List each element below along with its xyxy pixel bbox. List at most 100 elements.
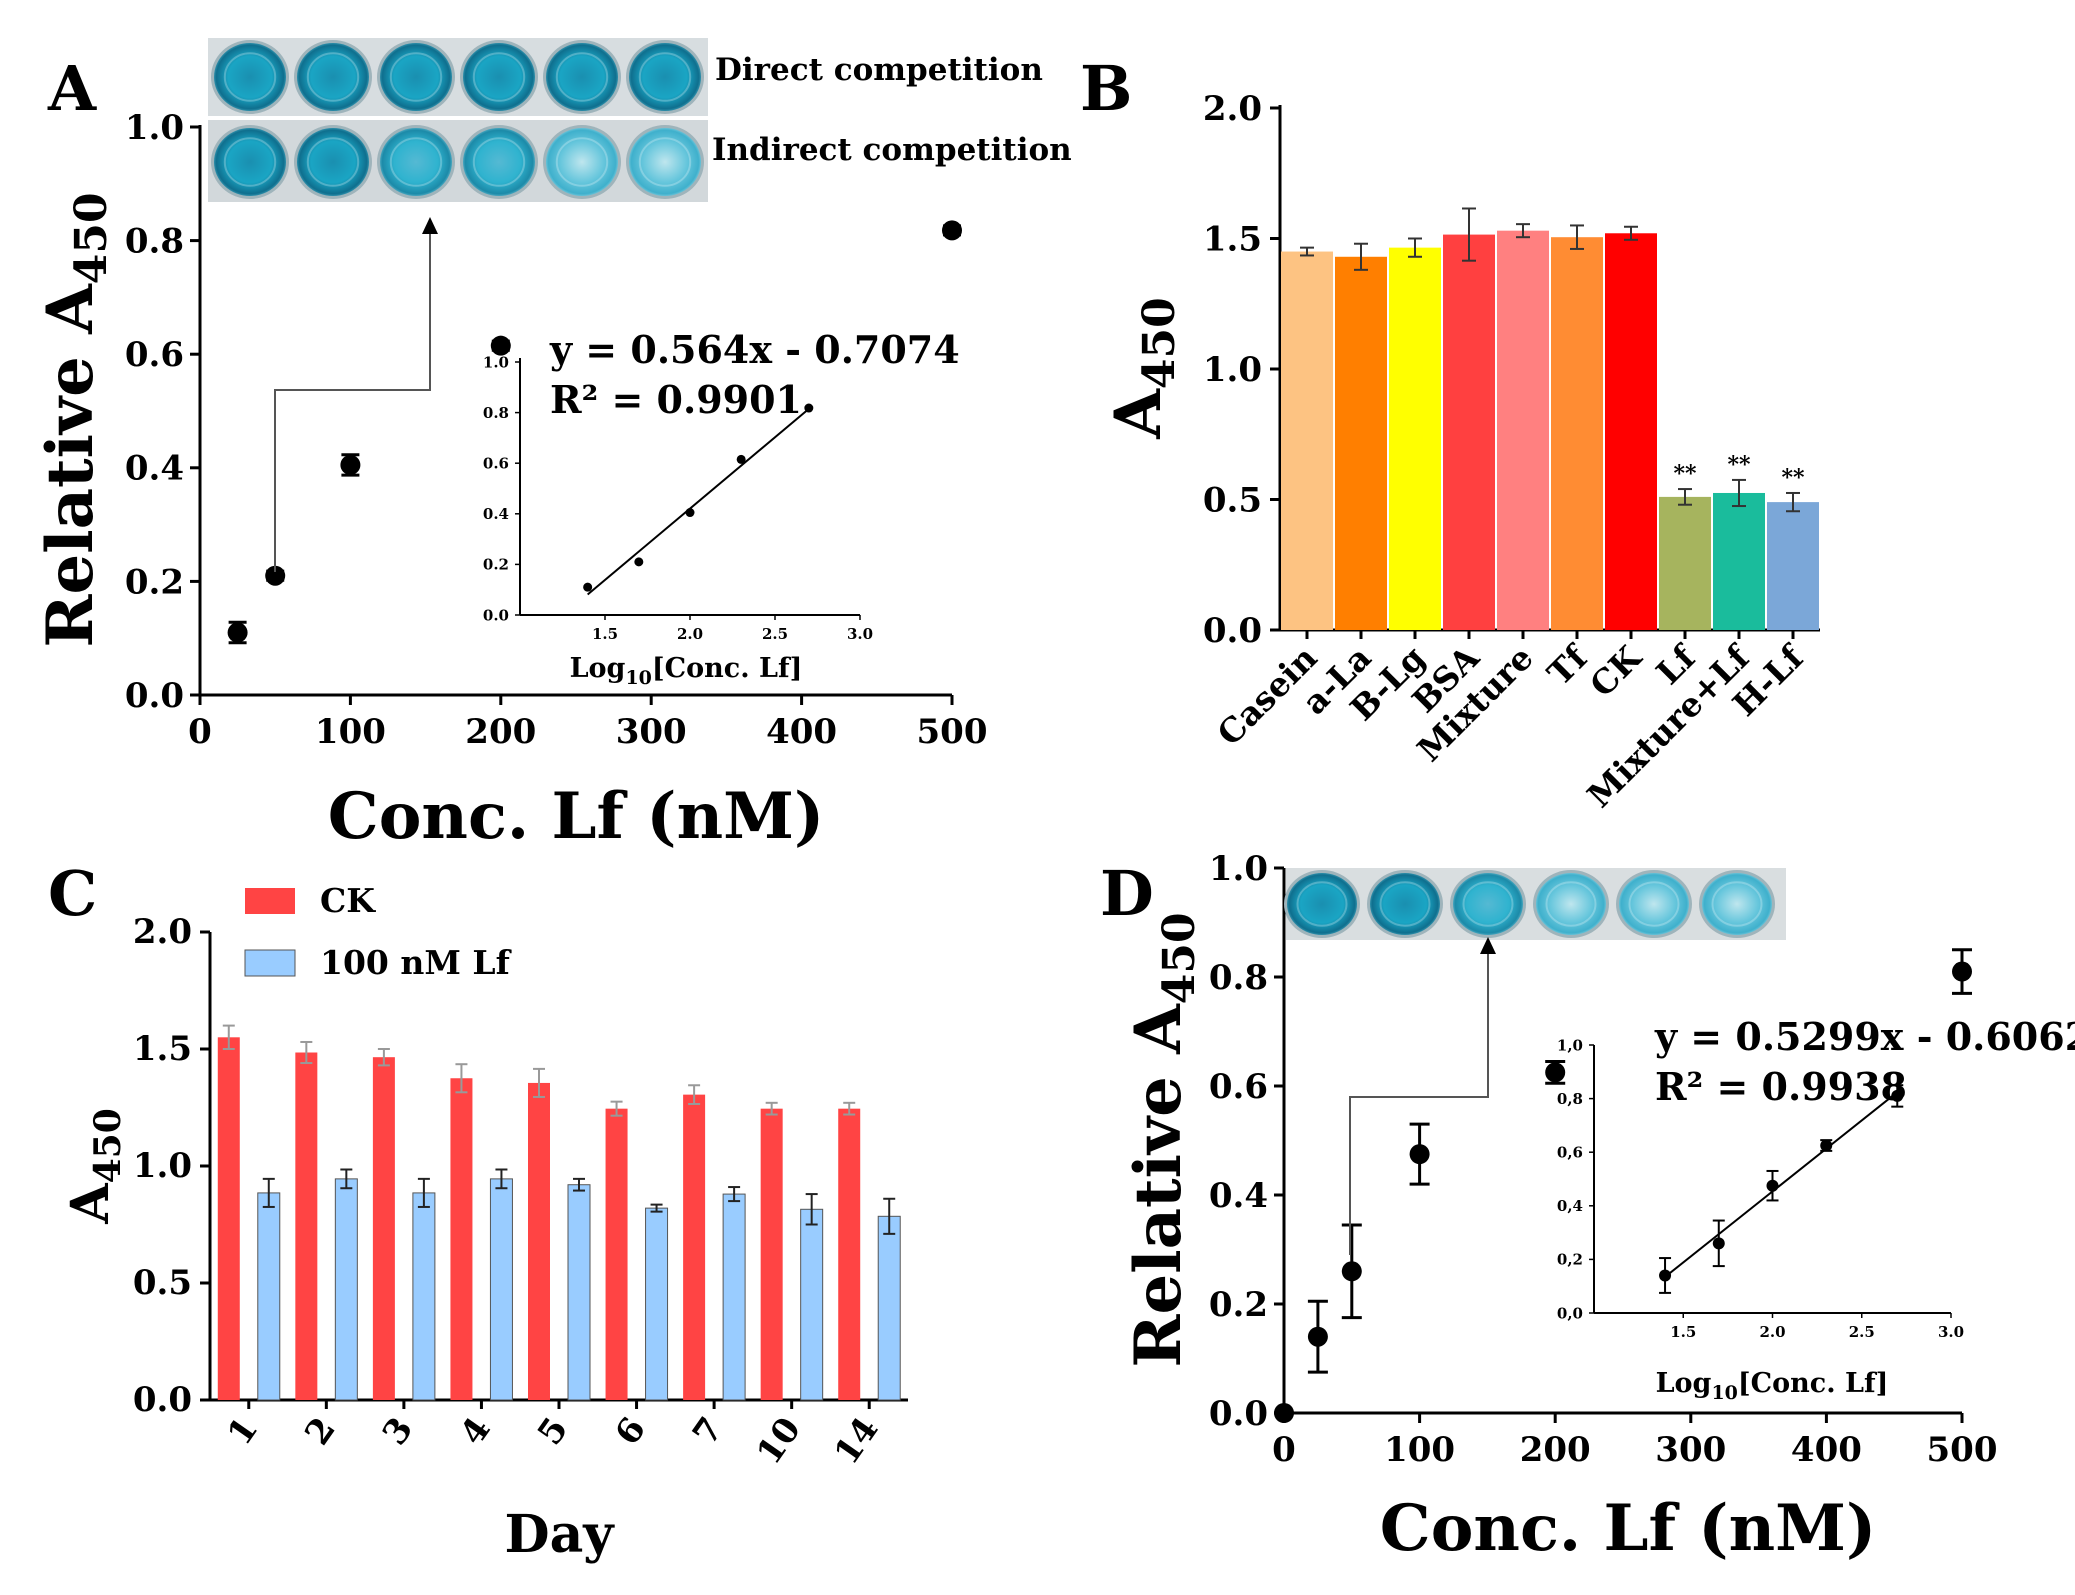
a-inset: 0.0 0.2 0.4 0.6 0.8 1.0 1.5 2.0 2.5 3.0 Log10[Con… [483,327,960,689]
y-tick-label: 0.0 [483,606,509,624]
lf-bar [645,1207,669,1401]
d-inset-points [1659,1084,1904,1294]
a-points [227,220,962,645]
panel-d: 0.0 0.2 0.4 0.6 0.8 1.0 0 100 200 300 400 500 Conc.… [1121,849,2075,1566]
bar [1281,251,1333,631]
y-tick-label: 0.6 [483,454,509,472]
x-tick-label: 500 [1927,1430,1998,1470]
y-tick-label: 0,0 [1557,1304,1583,1322]
well-ring [389,52,443,102]
x-tick-label: 300 [616,712,687,752]
y-tick-label: 1.5 [1203,220,1262,260]
well-ring [555,52,609,102]
ck-bar [760,1108,783,1400]
bar [1497,230,1549,631]
a-inset-points [583,403,814,596]
direct-well-strip [208,38,708,116]
well [1287,873,1357,935]
well-ring [1296,881,1348,927]
legend-swatch [245,888,295,914]
well [214,128,286,196]
d-arrow-head [1480,937,1496,954]
a-inset-x-title: Log10[Conc. Lf] [570,653,803,689]
well-ring [223,52,277,102]
x-tick-label: CK [1582,637,1649,704]
data-point [736,454,746,464]
x-tick-label: 5 [530,1410,576,1452]
y-tick-label: 1.0 [133,1146,192,1186]
x-tick-label: 14 [827,1410,887,1472]
fit-line [1664,1091,1898,1278]
x-tick-label: 3.0 [1938,1323,1964,1341]
lf-bar [489,1178,513,1401]
x-tick-label: 2.0 [677,625,703,643]
x-tick-label: 200 [1520,1430,1591,1470]
lf-bar [334,1178,358,1401]
b-bars: ** ** ** [1281,207,1819,631]
x-tick-label: 300 [1655,1430,1726,1470]
y-tick-label: 0,2 [1557,1251,1583,1269]
panel-letter-a: A [47,52,97,125]
data-point [1891,1089,1904,1102]
y-tick-label: 0.6 [125,335,184,375]
d-inset-ticks: 0,0 0,2 0,4 0,6 0,8 1,0 1.5 2.0 2.5 3.0 [1557,1036,1964,1341]
y-tick-label: 0.5 [1203,481,1262,521]
x-tick-label: 100 [1384,1430,1455,1470]
data-point [685,508,695,518]
data-point [1307,1326,1328,1347]
a-inset-equation: y = 0.564x - 0.7074 [549,327,960,372]
well-ring [638,52,692,102]
y-tick-label: 0.0 [1203,611,1262,651]
data-point [583,582,593,592]
data-point [1409,1144,1430,1165]
indirect-well-strip [208,120,708,202]
well-ring [472,137,526,187]
significance-mark: ** [1673,461,1697,487]
x-tick-label: 100 [315,712,386,752]
data-point [1952,961,1972,982]
y-tick-label: 0,6 [1557,1143,1583,1161]
a-y-axis-title: Relative A450 [33,192,117,647]
ck-bar [528,1082,550,1400]
indirect-competition-label: Indirect competition [712,132,1072,168]
y-tick-label: 0.4 [125,449,184,489]
d-wells [1284,870,1775,938]
y-tick-label: 0,8 [1557,1090,1583,1108]
d-x-axis-title: Conc. Lf (nM) [1380,1491,1876,1566]
panel-c: 0.0 0.5 1.0 1.5 2.0 1 2 3 4 5 6 7 10 14 CK 100 nM Lf D… [60,881,908,1565]
panel-letter-c: C [48,857,97,930]
a-ticks: 0.0 0.2 0.4 0.6 0.8 1.0 0 100 200 300 400 500 [125,108,988,752]
y-tick-label: 0.0 [125,676,184,716]
y-tick-label: 2.0 [1203,89,1262,129]
bar [1551,237,1603,630]
y-tick-label: 0.4 [1209,1176,1268,1216]
well [1370,873,1440,935]
well [297,43,369,111]
x-tick-label: 1 [220,1410,266,1452]
d-inset-x-title: Log10[Conc. Lf] [1656,1368,1889,1404]
direct-competition-label: Direct competition [715,52,1043,88]
well [629,128,701,196]
y-tick-label: 0.8 [125,222,184,262]
c-bars [217,1024,901,1401]
y-tick-label: 0.8 [483,404,509,422]
ck-bar [683,1094,706,1400]
x-tick-label: 10 [749,1410,809,1472]
well-ring [306,52,360,102]
y-tick-label: 1.0 [1209,849,1268,889]
well [629,43,701,111]
data-point [265,565,286,586]
d-points [1274,948,1972,1423]
x-tick-label: 2 [297,1410,343,1452]
fit-line [587,408,810,596]
x-tick-label: 1.5 [1670,1323,1696,1341]
y-tick-label: 2.0 [133,912,192,952]
y-tick-label: 0.8 [1209,958,1268,998]
y-tick-label: 0.5 [133,1263,192,1303]
x-tick-label: 2.5 [1849,1323,1875,1341]
data-point [1341,1261,1362,1282]
panel-letter-b: B [1080,52,1132,125]
x-tick-label: 4 [452,1410,498,1452]
direct-wells [211,40,704,114]
well-ring [638,137,692,187]
